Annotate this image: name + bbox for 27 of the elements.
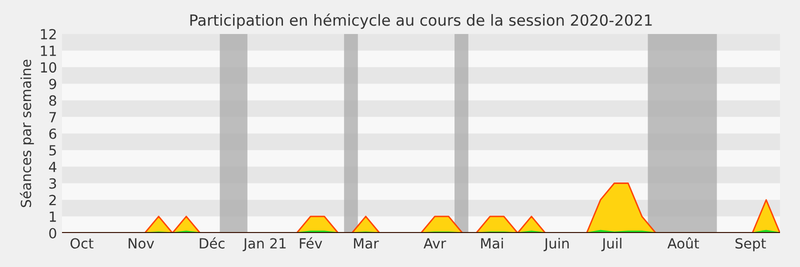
x-tick-label: Oct (70, 238, 94, 249)
x-tick-label: Jan 21 (242, 238, 286, 252)
x-tick-label: Nov (128, 238, 154, 249)
y-tick-label: 6 (49, 128, 56, 139)
x-tick-label: Déc (200, 237, 224, 249)
y-tick-label: 0 (49, 228, 56, 238)
x-tick-label: Mai (481, 238, 503, 249)
x-tick-label: Fév (300, 237, 322, 249)
y-tick-label: 10 (40, 62, 56, 73)
x-tick-label: Juil (601, 238, 622, 252)
x-tick-label: Avr (424, 238, 446, 248)
y-tick-label: 5 (49, 145, 56, 156)
x-tick-label: Sept (736, 238, 766, 252)
x-tick-label: Juin (544, 238, 569, 252)
y-tick-label: 8 (49, 95, 56, 106)
y-axis-title: Séances par semaine (20, 60, 34, 208)
y-tick-label: 1 (50, 212, 56, 222)
y-tick-label: 9 (49, 78, 56, 90)
x-tick-label: Mar (354, 238, 379, 249)
y-tick-label: 12 (40, 28, 56, 40)
y-tick-label: 3 (49, 178, 56, 189)
y-tick-label: 2 (49, 194, 56, 206)
x-tick-label: Août (667, 237, 700, 249)
y-tick-label: 4 (48, 162, 56, 172)
y-tick-label: 7 (49, 112, 56, 122)
chart-title: Participation en hémicycle au cours de la session 2020-2021 (190, 13, 652, 29)
y-tick-label: 11 (40, 46, 56, 56)
